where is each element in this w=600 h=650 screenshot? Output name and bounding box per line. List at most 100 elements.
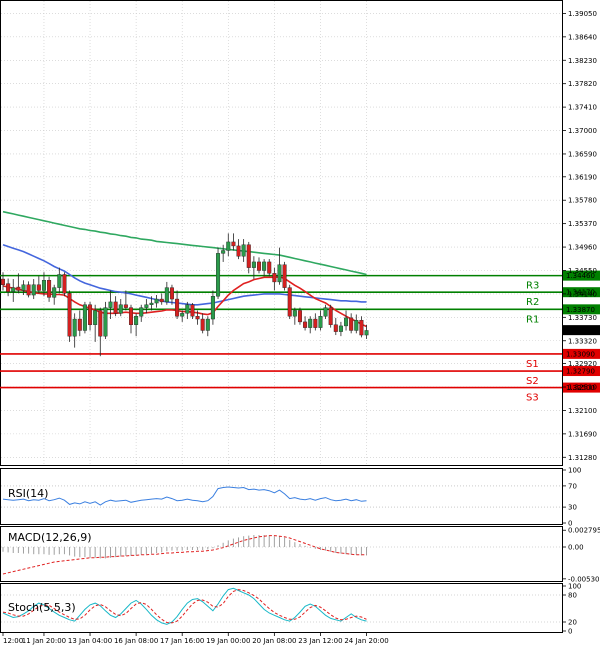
level-name-s3: S3 xyxy=(526,393,539,404)
rsi-title: RSI(14) xyxy=(8,487,48,500)
level-price-tag xyxy=(563,382,600,393)
current-price-label: 1.33506 xyxy=(566,327,595,335)
time-tick-label: 13 Jan 04:00 xyxy=(68,637,112,645)
price-tick-label: 1.31280 xyxy=(568,454,597,462)
level-price-label: 1.33870 xyxy=(566,306,595,314)
level-price-label: 1.34460 xyxy=(566,272,595,280)
time-tick-label: 24 Jan 20:00 xyxy=(344,637,388,645)
candle-body xyxy=(134,315,139,325)
candle-body xyxy=(297,310,302,323)
price-tick-label: 1.37820 xyxy=(568,80,597,88)
level-price-tag xyxy=(563,287,600,298)
candle-body xyxy=(169,287,174,300)
candle-body xyxy=(77,318,82,331)
candle-body xyxy=(88,304,93,325)
candle-body xyxy=(262,261,267,271)
time-tick-label: 12:00 xyxy=(3,637,23,645)
level-price-label: 1.32500 xyxy=(566,384,595,392)
candle-body xyxy=(354,319,359,331)
candle-body xyxy=(267,261,272,274)
candle-body xyxy=(323,307,328,317)
price-y-axis: 1.39050 1.38640 1.38230 1.37820 1.37410 1.370… xyxy=(562,10,600,462)
candle-body xyxy=(62,274,67,294)
candle-body xyxy=(195,315,200,320)
candle-body xyxy=(282,264,287,288)
level-price-label: 1.33090 xyxy=(566,350,595,358)
price-tick-label: 1.36590 xyxy=(568,150,597,158)
price-tick-label: 1.35780 xyxy=(568,197,597,205)
candle-body xyxy=(180,313,185,317)
rsi-panel: 100 70 30 0 RSI(14) xyxy=(0,467,581,528)
candle-body xyxy=(154,298,159,304)
stoch-tick-label: 100 xyxy=(568,583,581,591)
macd-title: MACD(12,26,9) xyxy=(8,531,92,544)
stoch-title: Stoch(5,5,3) xyxy=(8,601,76,614)
price-tick-label: 1.34140 xyxy=(568,290,597,298)
time-tick-label: 20 Jan 08:00 xyxy=(252,637,296,645)
candle-body xyxy=(344,317,349,327)
candle-body xyxy=(257,261,262,271)
candle-body xyxy=(164,287,169,303)
stoch-tick-label: 80 xyxy=(568,592,577,600)
level-price-label: 1.34170 xyxy=(566,289,595,297)
candle-body xyxy=(364,330,369,336)
rsi-tick-label: 70 xyxy=(568,482,577,490)
price-tick-label: 1.31690 xyxy=(568,430,597,438)
current-price-tag xyxy=(563,325,600,336)
macd-panel: 0.002795 0.00 -0.005307 MACD(12,26,9) xyxy=(0,526,600,583)
candle-body xyxy=(318,315,323,328)
candle-body xyxy=(31,284,36,296)
level-name-r1: R1 xyxy=(526,314,539,325)
candle-body xyxy=(103,307,108,337)
candle-body xyxy=(241,244,246,257)
stoch-tick-label: 20 xyxy=(568,619,577,627)
stoch-tick-label: 0 xyxy=(568,628,572,636)
candle-body xyxy=(221,250,226,254)
candle-body xyxy=(6,283,11,292)
candle-body xyxy=(313,318,318,328)
moving-averages xyxy=(2,210,367,328)
candle-body xyxy=(72,318,77,337)
candle-body xyxy=(272,273,277,283)
candle-body xyxy=(200,318,205,331)
candle-body xyxy=(36,284,41,291)
candle-body xyxy=(108,301,113,308)
candle-body xyxy=(57,274,62,288)
time-tick-label: 19 Jan 00:00 xyxy=(206,637,250,645)
price-tick-label: 1.38230 xyxy=(568,57,597,65)
level-price-tag xyxy=(563,366,600,377)
candlesticks xyxy=(1,233,369,357)
candle-body xyxy=(251,261,256,268)
stoch-k-line xyxy=(2,587,367,625)
rsi-tick-label: 100 xyxy=(568,467,581,475)
rsi-line xyxy=(2,486,367,506)
level-name-s1: S1 xyxy=(526,359,539,370)
price-tick-label: 1.37410 xyxy=(568,104,597,112)
candle-body xyxy=(185,304,190,314)
ma-slow-line xyxy=(2,210,367,276)
candle-body xyxy=(226,241,231,251)
rsi-tick-label: 30 xyxy=(568,504,577,512)
candle-body xyxy=(98,310,103,337)
macd-tick-label: 0.00 xyxy=(568,544,584,552)
candle-body xyxy=(231,241,236,247)
candle-body xyxy=(11,287,16,292)
candle-body xyxy=(333,324,338,332)
stoch-d-line xyxy=(2,589,367,624)
candle-body xyxy=(303,321,308,328)
candle-body xyxy=(128,307,133,325)
price-tick-label: 1.33730 xyxy=(568,314,597,322)
level-name-s2: S2 xyxy=(526,376,539,387)
time-tick-label: 17 Jan 16:00 xyxy=(160,637,204,645)
candle-body xyxy=(82,304,87,331)
time-tick-label: 23 Jan 12:00 xyxy=(298,637,342,645)
candle-body xyxy=(175,298,180,317)
candle-body xyxy=(236,245,241,257)
candle-body xyxy=(210,295,215,320)
candle-body xyxy=(349,317,354,331)
candle-body xyxy=(159,298,164,303)
candle-body xyxy=(139,307,144,317)
price-tick-label: 1.34550 xyxy=(568,267,597,275)
